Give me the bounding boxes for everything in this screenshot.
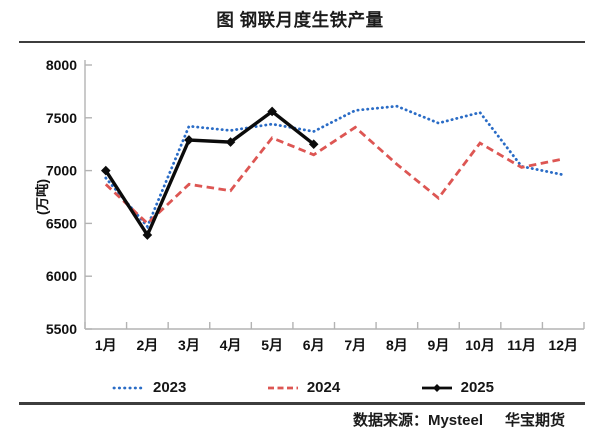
- y-tick-label: 5500: [46, 321, 77, 337]
- y-tick-label: 7000: [46, 163, 77, 179]
- chart-legend: 2023 2024 2025: [112, 379, 494, 396]
- series-line-2024: [104, 125, 564, 226]
- title-divider: [19, 41, 585, 43]
- series-marker-2025: [100, 165, 111, 176]
- brand-label: 华宝期货: [504, 412, 565, 429]
- y-tick-label: 8000: [46, 57, 77, 73]
- footer-divider: [19, 402, 585, 405]
- series-marker-2025: [267, 106, 277, 117]
- y-axis-title: (万吨): [34, 179, 50, 215]
- series-line-2023: [104, 104, 565, 230]
- chart-title: 图 钢联月度生铁产量: [216, 10, 384, 30]
- legend-swatch-2024: [267, 386, 298, 389]
- legend-label-2023: 2023: [153, 379, 187, 396]
- x-tick-label: 4月: [220, 337, 242, 353]
- x-tick-label: 2月: [136, 337, 158, 353]
- x-tick-label: 7月: [344, 337, 366, 353]
- data-source: 数据来源：Mysteel 华宝期货: [0, 409, 565, 430]
- y-tick-label: 7500: [46, 110, 77, 126]
- x-tick-label: 1月: [95, 337, 117, 353]
- y-tick-label: 6000: [46, 268, 77, 284]
- legend-item-2025: 2025: [420, 379, 494, 396]
- y-tick-label: 6500: [46, 215, 77, 231]
- line-chart: 5500 6000 6500 7000 7500 8000 1月 2月 3月 4月 5月 6月 7月 8月…: [34, 57, 585, 353]
- legend-item-2024: 2024: [266, 379, 340, 396]
- x-tick-label: 9月: [428, 337, 450, 353]
- legend-label-2024: 2024: [306, 379, 341, 396]
- x-tick-label: 5月: [261, 337, 283, 353]
- legend-swatch-2025: [421, 383, 452, 392]
- legend-label-2025: 2025: [460, 379, 494, 396]
- data-source-label: 数据来源：Mysteel: [352, 412, 483, 429]
- legend-swatch-2023: [112, 386, 146, 389]
- x-tick-label: 6月: [303, 337, 325, 353]
- x-tick-label: 3月: [178, 337, 200, 353]
- x-tick-label: 12月: [548, 337, 578, 353]
- series-line-2025: [104, 109, 315, 239]
- series-marker-2025: [142, 230, 153, 240]
- legend-item-2023: 2023: [112, 379, 186, 396]
- x-tick-label: 8月: [386, 337, 408, 353]
- x-tick-label: 11月: [507, 337, 536, 353]
- x-tick-label: 10月: [465, 337, 495, 353]
